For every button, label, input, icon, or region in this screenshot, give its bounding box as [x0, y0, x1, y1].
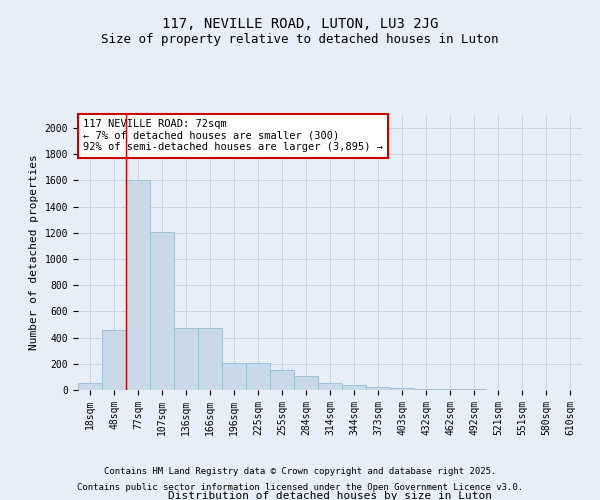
Text: Contains public sector information licensed under the Open Government Licence v3: Contains public sector information licen…	[77, 482, 523, 492]
Y-axis label: Number of detached properties: Number of detached properties	[29, 154, 39, 350]
Bar	[246, 362, 270, 390]
X-axis label: Distribution of detached houses by size in Luton: Distribution of detached houses by size …	[168, 490, 492, 500]
Bar	[102, 330, 126, 390]
Bar	[294, 376, 318, 390]
Text: 117, NEVILLE ROAD, LUTON, LU3 2JG: 117, NEVILLE ROAD, LUTON, LU3 2JG	[162, 18, 438, 32]
Text: Size of property relative to detached houses in Luton: Size of property relative to detached ho…	[101, 32, 499, 46]
Bar	[414, 388, 438, 390]
Bar	[222, 362, 246, 390]
Bar	[198, 328, 222, 390]
Bar	[126, 180, 150, 390]
Bar	[150, 232, 174, 390]
Bar	[390, 388, 414, 390]
Bar	[78, 384, 102, 390]
Bar	[342, 385, 366, 390]
Bar	[174, 328, 198, 390]
Bar	[270, 370, 294, 390]
Text: 117 NEVILLE ROAD: 72sqm
← 7% of detached houses are smaller (300)
92% of semi-de: 117 NEVILLE ROAD: 72sqm ← 7% of detached…	[83, 119, 383, 152]
Bar	[366, 386, 390, 390]
Text: Contains HM Land Registry data © Crown copyright and database right 2025.: Contains HM Land Registry data © Crown c…	[104, 468, 496, 476]
Bar	[318, 383, 342, 390]
